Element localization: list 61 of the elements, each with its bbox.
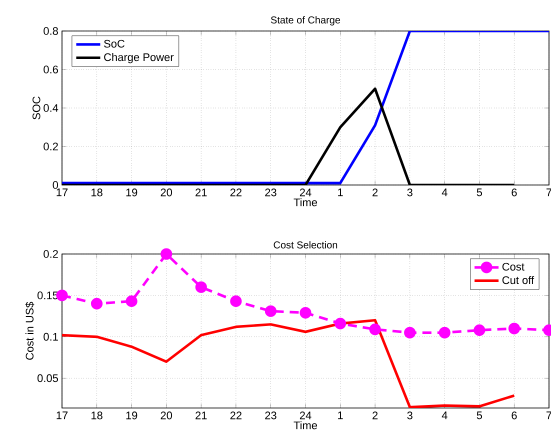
point [126, 295, 138, 307]
y-tick-label: 0.05 [37, 374, 58, 382]
x-tick-label: 17 [56, 412, 68, 420]
y-tick-label: 0.4 [44, 104, 58, 112]
x-tick-label: 17 [56, 188, 68, 196]
y-tick-label: 0 [52, 181, 58, 189]
x-tick-label: 3 [407, 412, 412, 420]
point [334, 318, 346, 330]
point [195, 281, 207, 293]
x-tick-label: 24 [300, 412, 312, 420]
legend-label: SoC [104, 40, 125, 48]
x-axis-title: Time [294, 198, 318, 206]
point [369, 324, 381, 336]
point [160, 248, 172, 260]
x-tick-label: 5 [476, 412, 482, 420]
line-series [62, 318, 516, 408]
y-tick-label: 0.8 [44, 27, 58, 35]
y-tick-label: 0.6 [44, 66, 58, 74]
x-tick-label: 22 [230, 412, 242, 420]
x-tick-label: 18 [92, 412, 102, 420]
y-tick-label: 0.1 [44, 332, 58, 341]
y-axis-title: SOC [32, 96, 40, 120]
x-tick-label: 6 [512, 188, 517, 196]
x-tick-label: 19 [126, 188, 138, 196]
chart-title: State of Charge [270, 16, 340, 26]
x-axis-title: Time [294, 421, 318, 430]
x-tick-label: 2 [372, 412, 378, 420]
x-tick-label: 23 [265, 412, 276, 420]
legend-label: Charge Power [104, 53, 174, 64]
x-tick-label: 3 [407, 188, 412, 196]
point [474, 324, 486, 336]
point [264, 305, 277, 317]
point [230, 295, 242, 307]
y-tick-label: 0.2 [44, 142, 58, 150]
x-tick-label: 24 [300, 188, 312, 196]
x-tick-label: 21 [196, 412, 207, 420]
x-tick-label: 1 [338, 188, 343, 196]
y-axis-title: Cost in US$ [25, 302, 34, 360]
point [56, 290, 68, 302]
chart-title: Cost Selection [274, 241, 338, 248]
y-tick-label: 0.2 [44, 250, 58, 258]
x-tick-label: 19 [126, 412, 138, 420]
x-tick-label: 22 [230, 188, 242, 196]
x-tick-label: 21 [196, 188, 207, 196]
point [438, 326, 450, 338]
x-tick-label: 2 [372, 188, 378, 196]
point [90, 298, 103, 310]
x-tick-label: 20 [160, 412, 172, 420]
legend-label: Cost [502, 262, 524, 271]
x-tick-label: 23 [265, 188, 276, 196]
x-tick-label: 5 [476, 188, 482, 196]
legend-label: Cut off [502, 276, 534, 284]
x-tick-label: 20 [160, 188, 172, 196]
point [404, 326, 416, 338]
x-tick-label: 18 [92, 188, 102, 196]
x-tick-label: 4 [442, 188, 448, 196]
x-tick-label: 6 [512, 412, 517, 420]
point [508, 322, 520, 334]
point [300, 306, 312, 319]
x-tick-label: 4 [442, 412, 448, 420]
x-tick-label: 1 [338, 412, 343, 420]
